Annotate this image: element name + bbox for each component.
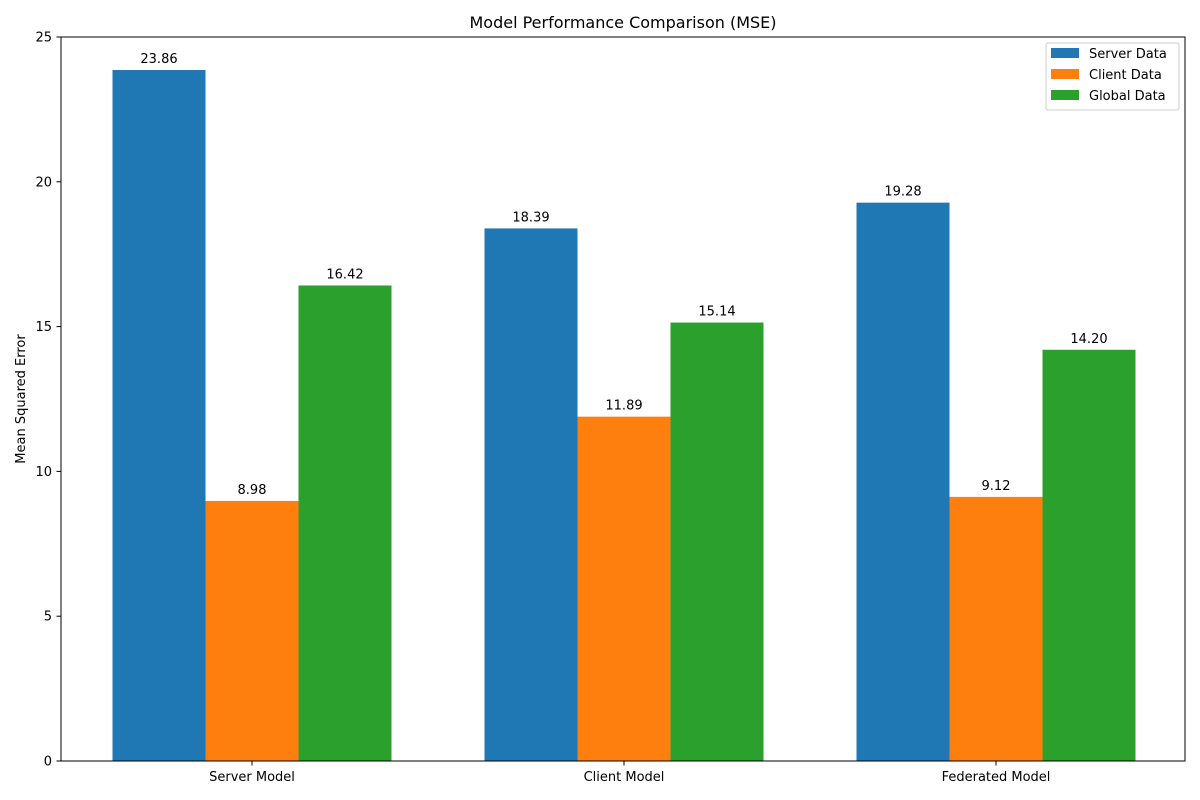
bar-global-data-server-model xyxy=(298,285,392,761)
y-tick-label: 10 xyxy=(35,465,52,480)
legend-item: Global Data xyxy=(1051,89,1166,104)
data-label: 11.89 xyxy=(605,399,642,414)
x-tick-label: Federated Model xyxy=(942,770,1051,785)
legend-label: Client Data xyxy=(1089,68,1162,83)
legend: Server Data Client Data Global Data xyxy=(1045,42,1180,111)
x-axis: Server Model Client Model Federated Model xyxy=(209,761,1050,785)
y-tick-label: 5 xyxy=(44,610,52,625)
bar-global-data-federated-model xyxy=(1042,349,1136,761)
bar-client-data-server-model xyxy=(205,500,299,761)
data-label: 14.20 xyxy=(1070,332,1107,347)
bar-client-data-client-model xyxy=(577,416,671,761)
data-label: 18.39 xyxy=(512,210,549,225)
data-label: 8.98 xyxy=(238,483,267,498)
bar-server-data-server-model xyxy=(112,70,206,761)
legend-swatch xyxy=(1051,48,1079,58)
y-tick-label: 25 xyxy=(35,31,52,46)
data-label: 16.42 xyxy=(326,267,363,282)
legend-item: Server Data xyxy=(1051,47,1167,62)
plot-frame xyxy=(60,36,1186,762)
data-label: 15.14 xyxy=(698,305,735,320)
bar-client-data-federated-model xyxy=(949,496,1043,761)
x-tick-label: Server Model xyxy=(209,770,295,785)
x-tick-label: Client Model xyxy=(584,770,665,785)
legend-swatch xyxy=(1051,90,1079,100)
bars-layer xyxy=(112,70,1136,762)
bar-server-data-federated-model xyxy=(856,202,950,762)
data-label: 23.86 xyxy=(140,52,177,67)
y-axis: 0 5 10 15 20 25 xyxy=(35,31,61,770)
legend-label: Server Data xyxy=(1089,47,1167,62)
legend-label: Global Data xyxy=(1089,89,1166,104)
bar-server-data-client-model xyxy=(484,228,578,761)
data-label: 19.28 xyxy=(884,185,921,200)
legend-items: Server Data Client Data Global Data xyxy=(1051,47,1167,104)
y-tick-label: 20 xyxy=(35,175,52,190)
y-tick-label: 15 xyxy=(35,320,52,335)
legend-swatch xyxy=(1051,69,1079,79)
bar-labels-layer: 23.86 18.39 19.28 8.98 11.89 9.12 16.42 15.14 14… xyxy=(140,52,1107,498)
chart-title: Model Performance Comparison (MSE) xyxy=(469,13,776,32)
bar-global-data-client-model xyxy=(670,322,764,761)
legend-frame xyxy=(1045,42,1180,111)
legend-item: Client Data xyxy=(1051,68,1162,83)
y-axis-label: Mean Squared Error xyxy=(14,334,29,464)
data-label: 9.12 xyxy=(982,479,1011,494)
y-tick-label: 0 xyxy=(44,755,52,770)
